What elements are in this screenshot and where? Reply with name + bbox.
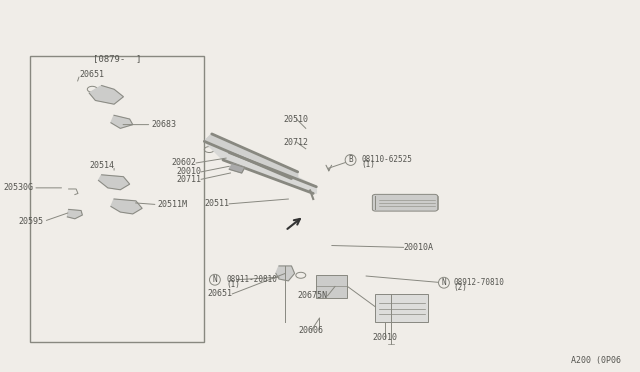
Polygon shape <box>204 134 298 179</box>
Polygon shape <box>89 86 124 104</box>
Text: 08911-20810: 08911-20810 <box>226 275 277 284</box>
Polygon shape <box>229 164 244 173</box>
Text: 20510: 20510 <box>284 115 309 124</box>
Polygon shape <box>276 266 294 281</box>
Text: 20010: 20010 <box>372 333 397 342</box>
FancyBboxPatch shape <box>316 275 348 298</box>
Polygon shape <box>111 199 142 214</box>
Polygon shape <box>99 175 130 190</box>
Polygon shape <box>67 209 83 219</box>
Text: (1): (1) <box>226 280 240 289</box>
Text: 20651: 20651 <box>80 70 105 79</box>
Text: 20651: 20651 <box>207 289 232 298</box>
Text: 20010A: 20010A <box>403 243 433 252</box>
Text: N: N <box>212 275 217 284</box>
Text: A200 (0P06: A200 (0P06 <box>572 356 621 365</box>
Polygon shape <box>111 115 132 128</box>
Text: 20595: 20595 <box>19 217 44 226</box>
Text: N: N <box>442 278 446 287</box>
Polygon shape <box>204 134 316 193</box>
Text: 20712: 20712 <box>284 138 309 147</box>
Text: 08912-70810: 08912-70810 <box>453 278 504 287</box>
Text: 20606: 20606 <box>299 326 324 335</box>
Text: 08110-62525: 08110-62525 <box>361 155 412 164</box>
Text: 20514: 20514 <box>89 161 114 170</box>
Bar <box>30 56 204 342</box>
Text: 20711: 20711 <box>176 175 201 184</box>
Text: 20675N: 20675N <box>298 291 328 300</box>
FancyBboxPatch shape <box>376 294 428 322</box>
Text: 20530G: 20530G <box>3 183 33 192</box>
Text: 20010: 20010 <box>176 167 201 176</box>
FancyBboxPatch shape <box>372 195 438 211</box>
Text: (2): (2) <box>453 283 467 292</box>
Text: 20511M: 20511M <box>157 200 188 209</box>
Text: (1): (1) <box>361 160 375 169</box>
Text: 20511: 20511 <box>204 199 229 208</box>
Text: 20602: 20602 <box>172 158 196 167</box>
Text: [0879-  ]: [0879- ] <box>93 54 141 63</box>
Text: 20683: 20683 <box>152 120 177 129</box>
Text: B: B <box>348 155 353 164</box>
